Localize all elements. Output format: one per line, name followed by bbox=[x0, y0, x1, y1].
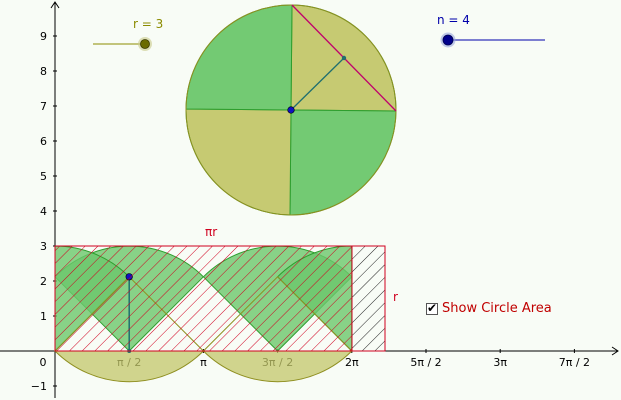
y-ticks: −1 1 2 3 4 5 6 7 8 9 bbox=[31, 30, 57, 393]
circle-center-point[interactable] bbox=[287, 106, 295, 114]
checkbox-box[interactable]: ✔ bbox=[426, 300, 438, 315]
slider-r-label: r = 3 bbox=[133, 17, 163, 31]
circle-sector-2 bbox=[289, 109, 397, 216]
circle-sector-4 bbox=[185, 4, 293, 111]
r-label: r bbox=[393, 290, 398, 304]
slider-r-knob[interactable] bbox=[140, 39, 150, 49]
checkbox-label: Show Circle Area bbox=[442, 301, 552, 316]
x-axis-arrow bbox=[611, 346, 619, 356]
x-tick-label: 7π / 2 bbox=[559, 356, 590, 369]
y-tick-label: 3 bbox=[40, 240, 47, 253]
slider-n-label: n = 4 bbox=[437, 13, 470, 27]
y-axis-arrow bbox=[50, 1, 60, 9]
rect-red-part bbox=[54, 245, 353, 352]
circle-sector-3 bbox=[185, 108, 292, 216]
y-tick-label: 7 bbox=[40, 100, 47, 113]
y-tick-label: −1 bbox=[31, 380, 47, 393]
x-tick-label: π bbox=[200, 356, 207, 369]
y-tick-label: 9 bbox=[40, 30, 47, 43]
sector-down-1 bbox=[53, 350, 205, 383]
x-tick-label: 2π bbox=[345, 356, 359, 369]
y-tick-label: 1 bbox=[40, 310, 47, 323]
sector-down-2 bbox=[202, 350, 354, 383]
apothem-point bbox=[341, 55, 347, 61]
area-rectangle: πr r bbox=[54, 225, 398, 352]
slider-r[interactable]: r = 3 bbox=[93, 17, 163, 51]
y-tick-label: 4 bbox=[40, 205, 47, 218]
y-tick-label: 5 bbox=[40, 170, 47, 183]
apothem bbox=[290, 57, 345, 111]
x-tick-label: 3π bbox=[493, 356, 507, 369]
x-tick-label: 0 bbox=[40, 356, 47, 369]
divided-circle bbox=[185, 4, 397, 216]
y-tick-label: 8 bbox=[40, 65, 47, 78]
slider-n[interactable]: n = 4 bbox=[437, 13, 545, 48]
show-circle-area-checkbox[interactable]: ✔ Show Circle Area bbox=[426, 301, 552, 316]
check-icon: ✔ bbox=[427, 300, 438, 315]
circle-outline bbox=[185, 4, 397, 216]
x-tick-label: 5π / 2 bbox=[410, 356, 441, 369]
pi-r-label: πr bbox=[205, 225, 217, 239]
y-tick-label: 6 bbox=[40, 135, 47, 148]
slider-n-knob[interactable] bbox=[442, 34, 454, 46]
y-tick-label: 2 bbox=[40, 275, 47, 288]
rect-black-part bbox=[351, 245, 386, 352]
